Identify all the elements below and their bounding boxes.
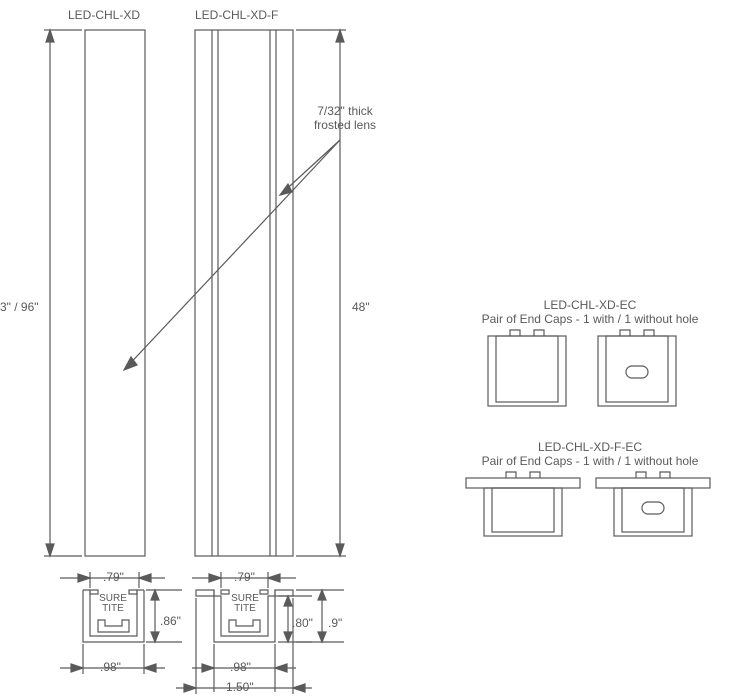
lens-note-line2: frosted lens bbox=[300, 118, 390, 132]
profile-right-title: LED-CHL-XD-F bbox=[195, 8, 278, 22]
right-base-width-label: .98" bbox=[230, 660, 251, 674]
left-front-rect bbox=[85, 30, 145, 556]
endcap-top-right bbox=[598, 330, 676, 406]
endcap-bottom-left bbox=[466, 472, 580, 536]
lens-arrows bbox=[124, 140, 340, 370]
left-width-label: .79" bbox=[103, 570, 124, 584]
endcap-top-title: LED-CHL-XD-EC bbox=[460, 298, 720, 312]
right-flange-width-label: 1.50" bbox=[226, 680, 254, 694]
endcap-top-left bbox=[488, 330, 566, 406]
right-section-text: SURE TITE bbox=[225, 594, 265, 614]
left-height-dim bbox=[44, 30, 82, 556]
right-section-height-label: .80" bbox=[292, 616, 313, 630]
endcap-bottom-title: LED-CHL-XD-F-EC bbox=[460, 440, 720, 454]
right-front-view bbox=[195, 30, 293, 556]
tite-label-right: TITE bbox=[225, 604, 265, 614]
profile-left-title: LED-CHL-XD bbox=[68, 8, 140, 22]
left-base-width-label: .98" bbox=[100, 660, 121, 674]
endcap-top-title-block: LED-CHL-XD-EC Pair of End Caps - 1 with … bbox=[460, 298, 720, 326]
tite-label-left: TITE bbox=[93, 604, 133, 614]
right-width-label: .79" bbox=[234, 570, 255, 584]
lens-note: 7/32" thick frosted lens bbox=[300, 104, 390, 132]
endcap-bottom-subtitle: Pair of End Caps - 1 with / 1 without ho… bbox=[460, 454, 720, 468]
right-height-label: 48" bbox=[352, 300, 370, 314]
endcap-bottom-title-block: LED-CHL-XD-F-EC Pair of End Caps - 1 wit… bbox=[460, 440, 720, 468]
left-section-height-label: .86" bbox=[160, 614, 181, 628]
endcap-bottom-right bbox=[596, 472, 710, 536]
left-section-text: SURE TITE bbox=[93, 594, 133, 614]
endcap-top-subtitle: Pair of End Caps - 1 with / 1 without ho… bbox=[460, 312, 720, 326]
left-height-label: 3" / 96" bbox=[0, 300, 39, 314]
right-flange-height-label: .9" bbox=[328, 616, 342, 630]
lens-note-line1: 7/32" thick bbox=[300, 104, 390, 118]
